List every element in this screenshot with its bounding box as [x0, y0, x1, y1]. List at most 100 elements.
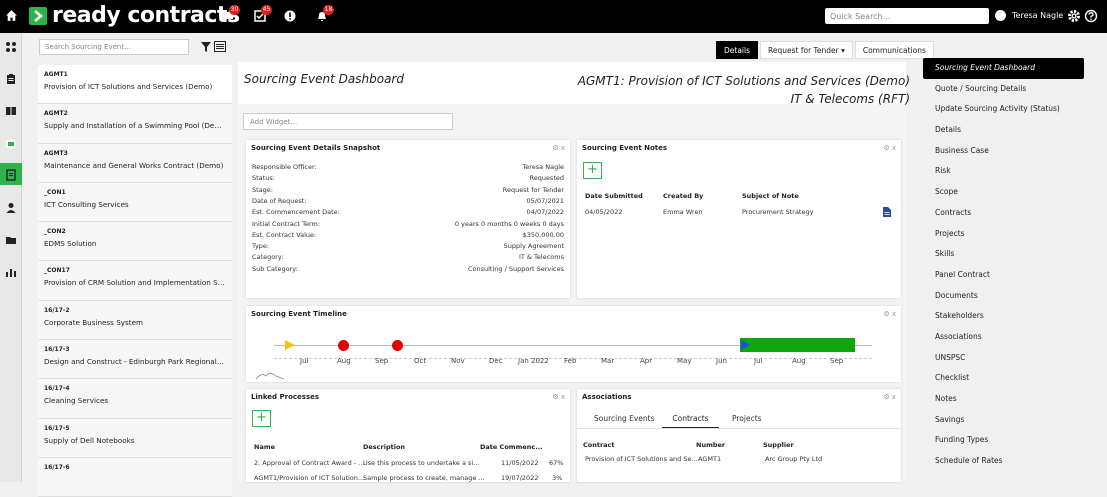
list-item[interactable]: _CON2 EDMS Solution — [38, 222, 232, 262]
nav-documents[interactable]: Documents — [935, 290, 978, 300]
event-title-line2: IT & Telecoms (RFT) — [790, 92, 910, 106]
tab-request-for-tender[interactable]: Request for Tender ▾ — [760, 41, 853, 59]
widget-controls[interactable]: ⚙ x — [883, 393, 896, 401]
nav-unspsc[interactable]: UNSPSC — [935, 352, 966, 362]
snapshot-row: Category: IT & Telecoms — [252, 253, 564, 261]
nav-skills[interactable]: Skills — [935, 249, 955, 259]
process-name[interactable]: 2. Approval of Contract Award - ... — [254, 459, 365, 467]
milestone-dot[interactable] — [338, 340, 349, 351]
alerts-count-badge: 18 — [323, 5, 334, 15]
nav-savings[interactable]: Savings — [935, 414, 965, 424]
start-marker-icon — [285, 340, 295, 350]
nav-schedule-of-rates[interactable]: Schedule of Rates — [935, 456, 1003, 466]
snapshot-row: Est. Commencement Date: 04/07/2022 — [252, 208, 564, 216]
nav-scope[interactable]: Scope — [935, 187, 958, 197]
contract-name[interactable]: Provision of ICT Solutions and Se... — [585, 455, 698, 463]
nav-quote-sourcing-details[interactable]: Quote / Sourcing Details — [935, 83, 1027, 93]
widget-controls[interactable]: ⚙ x — [883, 144, 896, 152]
nav-associations[interactable]: Associations — [935, 331, 982, 341]
item-title: Corporate Business System — [44, 317, 143, 327]
list-item[interactable]: 16/17-3 Design and Construct - Edinburgh … — [38, 340, 232, 380]
nav-sourcing-event-dashboard[interactable]: Sourcing Event Dashboard — [923, 58, 1084, 79]
close-icon[interactable]: x — [891, 144, 896, 152]
person-icon[interactable] — [5, 202, 17, 214]
tab-sourcing-events[interactable]: Sourcing Events — [594, 414, 655, 423]
nav-contracts[interactable]: Contracts — [935, 207, 972, 217]
list-item[interactable]: _CON17 Provision of CRM Solution and Impl… — [38, 261, 232, 301]
process-description: Use this process to undertake a si... — [363, 459, 480, 467]
user-name[interactable]: Teresa Nagle — [1012, 11, 1064, 20]
nav-notes[interactable]: Notes — [935, 394, 957, 403]
gear-icon[interactable]: ⚙ — [552, 393, 559, 401]
folder-icon[interactable] — [5, 234, 17, 246]
list-item[interactable]: 16/17-5 Supply of Dell Notebooks — [38, 418, 232, 458]
bell-icon[interactable] — [315, 9, 329, 23]
add-process-button[interactable]: + — [252, 410, 271, 427]
nav-funding-types[interactable]: Funding Types — [935, 435, 989, 445]
search-sourcing-event-input[interactable] — [39, 39, 189, 55]
nav-risk[interactable]: Risk — [935, 166, 951, 176]
nav-stakeholders[interactable]: Stakeholders — [935, 311, 984, 321]
home-icon[interactable] — [5, 9, 18, 22]
col-supplier: Supplier — [763, 441, 794, 449]
handshake-icon[interactable] — [5, 41, 17, 53]
timeline-range-bar[interactable] — [740, 338, 855, 352]
month-label: Nov — [451, 357, 465, 365]
list-item[interactable]: 16/17-4 Cleaning Services — [38, 379, 232, 419]
list-item[interactable]: 16/17-2 Corporate Business System — [38, 300, 232, 341]
item-code: 16/17-3 — [44, 346, 70, 354]
filter-icon[interactable] — [201, 42, 211, 52]
tab-communications[interactable]: Communications — [854, 41, 934, 59]
close-icon[interactable]: x — [891, 310, 896, 318]
clipboard-icon[interactable] — [5, 73, 17, 85]
settings-gear-icon[interactable] — [1067, 9, 1081, 23]
brand-name[interactable]: ready contracts — [52, 3, 240, 28]
close-icon[interactable]: x — [560, 393, 565, 401]
snapshot-row: Stage: Request for Tender — [252, 186, 564, 194]
tab-projects[interactable]: Projects — [732, 414, 762, 423]
user-avatar-icon[interactable] — [995, 10, 1006, 21]
widget-controls[interactable]: ⚙ x — [883, 310, 896, 318]
nav-details[interactable]: Details — [935, 125, 962, 135]
logo-icon[interactable] — [29, 7, 47, 25]
milestone-dot[interactable] — [392, 340, 403, 351]
row-label: Est. Commencement Date: — [252, 208, 340, 217]
add-widget-input[interactable] — [243, 113, 453, 130]
info-icon[interactable] — [283, 9, 297, 23]
nav-business-case[interactable]: Business Case — [935, 145, 989, 155]
book-icon[interactable] — [5, 105, 17, 117]
widget-controls[interactable]: ⚙ x — [552, 144, 565, 152]
gear-icon[interactable]: ⚙ — [552, 144, 559, 152]
process-name[interactable]: AGMT1/Provision of ICT Solution... — [254, 474, 365, 482]
nav-panel-contract[interactable]: Panel Contract — [935, 269, 990, 279]
sourcing-icon[interactable] — [5, 138, 17, 150]
tasks-icon[interactable] — [253, 9, 267, 23]
help-icon[interactable] — [1084, 9, 1098, 23]
close-icon[interactable]: x — [560, 144, 565, 152]
document-icon[interactable] — [883, 207, 891, 217]
gear-icon[interactable]: ⚙ — [883, 393, 890, 401]
timeline-navigator-icon[interactable] — [256, 370, 284, 380]
nav-projects[interactable]: Projects — [935, 228, 965, 238]
gear-icon[interactable]: ⚙ — [883, 144, 890, 152]
note-subject[interactable]: Procurement Strategy — [742, 208, 814, 216]
close-icon[interactable]: x — [891, 393, 896, 401]
nav-checklist[interactable]: Checklist — [935, 373, 970, 383]
list-item[interactable]: 16/17-6 — [38, 457, 232, 497]
sourcing-event-list: AGMT1 Provision of ICT Solutions and Serv… — [38, 65, 232, 497]
add-note-button[interactable]: + — [583, 162, 602, 179]
nav-update-sourcing-activity[interactable]: Update Sourcing Activity (Status) — [935, 104, 1060, 114]
tab-contracts[interactable]: Contracts — [662, 410, 719, 428]
widget-controls[interactable]: ⚙ x — [552, 393, 565, 401]
gear-icon[interactable]: ⚙ — [883, 310, 890, 318]
list-item[interactable]: AGMT2 Supply and Installation of a Swimmi… — [38, 104, 232, 144]
document-icon[interactable] — [5, 169, 17, 181]
quick-search-input[interactable] — [825, 8, 989, 24]
list-item[interactable]: AGMT3 Maintenance and General Works Contr… — [38, 143, 232, 183]
list-view-icon[interactable] — [214, 41, 226, 52]
list-item[interactable]: _CON1 ICT Consulting Services — [38, 182, 232, 223]
tab-details[interactable]: Details — [716, 41, 759, 59]
chart-icon[interactable] — [5, 266, 17, 278]
snapshot-row: Initial Contract Term: 0 years 0 months 0… — [252, 220, 564, 228]
list-item[interactable]: AGMT1 Provision of ICT Solutions and Serv… — [38, 65, 232, 105]
